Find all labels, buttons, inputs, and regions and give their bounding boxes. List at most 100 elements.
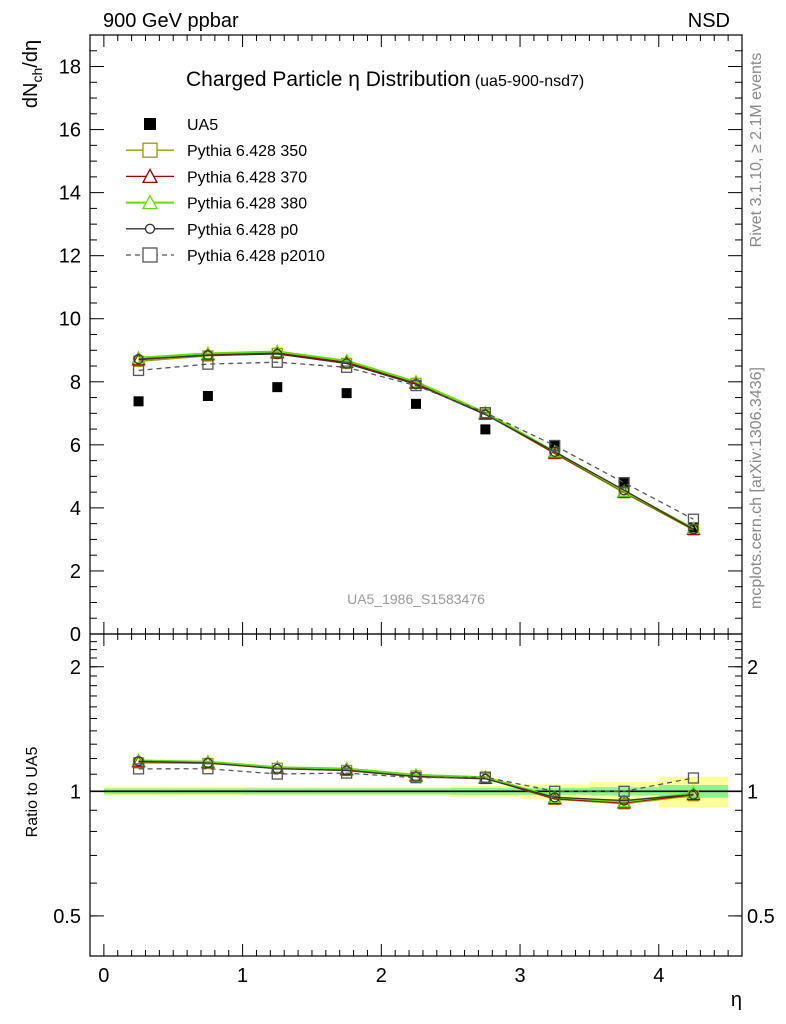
chart-title: Charged Particle η Distribution (ua5-900-…: [186, 68, 584, 91]
legend: UA5 Pythia 6.428 350 Pythia 6.428 370 Pythi…: [126, 117, 325, 265]
data-point: [688, 789, 699, 800]
legend-item: UA5: [144, 117, 218, 134]
chart-title-main: Charged Particle η Distribution: [186, 68, 471, 91]
data-point: [479, 771, 492, 783]
header-right: NSD: [688, 10, 730, 32]
x-tick-label: 1: [237, 965, 248, 987]
x-tick-label: 2: [376, 965, 387, 987]
analysis-watermark: UA5_1986_S1583476: [347, 591, 485, 607]
y-tick-label: 8: [70, 372, 81, 394]
data-point: [616, 483, 632, 497]
ratio-panel-series: [131, 753, 701, 810]
data-point: [271, 768, 283, 780]
data-point: [616, 794, 632, 808]
data-point: [549, 446, 560, 457]
data-point: [411, 398, 421, 409]
data-point: [133, 396, 144, 407]
ratio-uncertainty-bands: [90, 776, 742, 808]
legend-label: Pythia 6.428 380: [187, 196, 307, 213]
data-point: [686, 785, 701, 799]
data-point: [202, 763, 214, 775]
y-axis-label-main: dNch/dη: [20, 40, 45, 108]
data-point: [410, 379, 422, 392]
data-point: [271, 356, 283, 368]
data-point: [270, 759, 285, 773]
ratio-tick-label-right: 1: [747, 781, 758, 803]
legend-item: Pythia 6.428 370: [126, 168, 307, 186]
ratio-frame: [89, 633, 743, 957]
legend-marker: [144, 118, 156, 130]
ratio-tick-label-left: 2: [70, 657, 81, 679]
rivet-version-label: Rivet 3.1.10, ≥ 2.1M events: [748, 53, 765, 248]
data-point: [549, 792, 560, 803]
series-line: [138, 361, 694, 520]
y-tick-label: 14: [59, 183, 81, 205]
data-point: [200, 754, 216, 768]
y-tick-label: 6: [70, 435, 81, 457]
series-line: [138, 353, 694, 530]
y-tick-label: 12: [59, 246, 81, 268]
x-tick-label: 4: [653, 965, 664, 987]
y-tick-label: 2: [70, 561, 81, 583]
ratio-tick-label-left: 1: [70, 781, 81, 803]
mcplots-credit: mcplots.cern.ch [arXiv:1306.3436]: [748, 367, 765, 609]
y-axis-label-ratio: Ratio to UA5: [24, 747, 41, 838]
legend-item: Pythia 6.428 380: [126, 194, 307, 213]
legend-label: Pythia 6.428 p2010: [187, 248, 325, 265]
series-line: [138, 759, 694, 803]
data-point: [341, 388, 352, 399]
data-point: [202, 350, 214, 361]
data-point: [202, 358, 214, 370]
main-panel-series: [131, 344, 701, 536]
x-tick-label: 3: [514, 965, 525, 987]
data-point: [272, 382, 283, 393]
ratio-tick-label-left: 0.5: [53, 906, 81, 928]
legend-label: Pythia 6.428 370: [187, 169, 307, 186]
legend-item: Pythia 6.428 p2010: [126, 247, 325, 265]
legend-label: Pythia 6.428 p0: [187, 222, 298, 239]
series-line: [138, 768, 694, 792]
data-point: [619, 477, 630, 488]
data-point: [200, 346, 216, 360]
y-tick-label: 4: [70, 498, 81, 520]
data-point: [202, 390, 213, 401]
legend-item: Pythia 6.428 p0: [126, 222, 298, 239]
header-left: 900 GeV ppbar: [103, 10, 239, 32]
data-point: [132, 364, 145, 377]
legend-marker: [141, 168, 159, 184]
data-point: [133, 756, 144, 767]
x-axis-label: η: [731, 989, 742, 1011]
data-point: [687, 772, 700, 784]
legend-marker: [141, 194, 159, 210]
data-point: [687, 513, 700, 525]
legend-item: Pythia 6.428 350: [126, 142, 307, 160]
data-point: [618, 785, 630, 797]
data-point: [132, 763, 145, 775]
legend-label: Pythia 6.428 350: [187, 143, 307, 160]
data-point: [133, 353, 144, 365]
x-tick-label: 0: [98, 965, 109, 987]
chart-title-tag: (ua5-900-nsd7): [475, 73, 584, 90]
data-point: [272, 348, 283, 360]
data-point: [410, 772, 422, 784]
y-tick-label: 0: [70, 624, 81, 646]
y-tick-label: 16: [59, 120, 81, 142]
legend-marker: [142, 247, 158, 263]
data-point: [480, 424, 491, 435]
series-line: [138, 760, 694, 802]
legend-marker: [144, 223, 156, 234]
data-point: [549, 439, 561, 452]
data-point: [408, 767, 424, 781]
legend-label: UA5: [187, 117, 218, 134]
y-tick-label: 10: [59, 309, 81, 331]
data-point: [618, 477, 630, 489]
data-point: [131, 350, 146, 364]
data-point: [479, 407, 492, 419]
data-point: [340, 361, 353, 373]
ratio-tick-label-right: 0.5: [747, 906, 775, 928]
legend-marker: [142, 142, 158, 158]
data-point: [549, 785, 561, 797]
ratio-tick-label-right: 2: [747, 657, 758, 679]
